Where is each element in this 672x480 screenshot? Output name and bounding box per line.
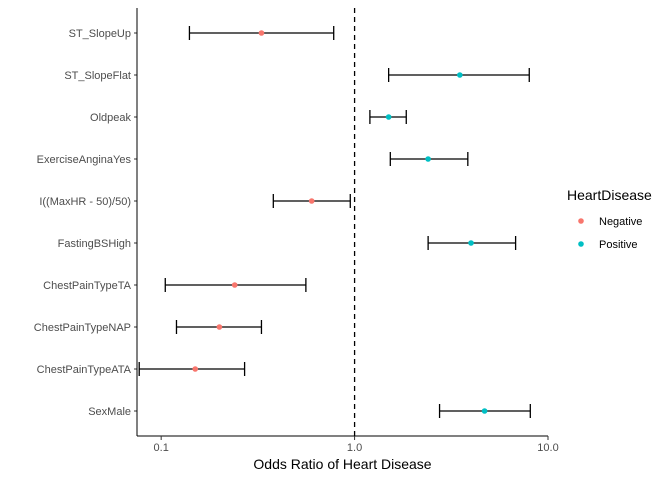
- y-tick-label: ExerciseAnginaYes: [37, 154, 132, 166]
- legend-key: [578, 241, 584, 247]
- x-tick-label: 1.0: [347, 442, 362, 454]
- legend-label: Positive: [599, 239, 638, 251]
- y-tick-label: SexMale: [88, 406, 131, 418]
- y-tick-label: Oldpeak: [90, 112, 131, 124]
- point-estimate: [457, 72, 463, 78]
- y-tick-label: ChestPainTypeTA: [43, 280, 132, 292]
- point-estimate: [216, 324, 223, 330]
- legend-label: Negative: [599, 216, 642, 228]
- x-tick-label: 0.1: [154, 442, 169, 454]
- row-fastingbshigh: FastingBSHigh: [58, 236, 517, 250]
- y-tick-label: FastingBSHigh: [58, 238, 131, 250]
- row-st-slopeup: ST_SlopeUp: [69, 26, 335, 40]
- row-chestpaintypeta: ChestPainTypeTA: [43, 278, 307, 292]
- y-tick-label: ST_SlopeUp: [69, 28, 131, 40]
- row-chestpaintypeata: ChestPainTypeATA: [37, 362, 246, 376]
- point-estimate: [468, 240, 474, 246]
- point-estimate: [385, 114, 392, 120]
- x-tick-label: 10.0: [537, 442, 558, 454]
- legend-title: HeartDisease: [567, 187, 652, 203]
- y-tick-label: I((MaxHR - 50)/50): [39, 196, 131, 208]
- row-oldpeak: Oldpeak: [90, 110, 407, 124]
- legend-entries: Negative Positive: [578, 216, 642, 251]
- x-axis-ticks: 0.1 1.0 10.0: [154, 436, 559, 454]
- row-sexmale: SexMale: [88, 404, 531, 418]
- point-estimate: [231, 282, 238, 288]
- row-exerciseanginayes: ExerciseAnginaYes: [37, 152, 469, 166]
- rows-layer: ST_SlopeUp ST_SlopeFlat Oldpeak ExerciseAng…: [34, 26, 531, 418]
- point-estimate: [192, 366, 199, 372]
- point-estimate: [308, 198, 315, 204]
- legend-item-positive: Positive: [578, 239, 638, 251]
- point-estimate: [425, 156, 431, 162]
- row-chestpaintypenap: ChestPainTypeNAP: [34, 320, 263, 334]
- legend-item-negative: Negative: [578, 216, 642, 228]
- row-st-slopeflat: ST_SlopeFlat: [64, 68, 530, 82]
- legend: HeartDisease Negative Positive: [567, 187, 652, 251]
- x-axis-title: Odds Ratio of Heart Disease: [253, 456, 431, 472]
- y-tick-label: ChestPainTypeNAP: [34, 322, 131, 334]
- legend-key: [578, 218, 584, 224]
- row-i-maxhr-50-50: I((MaxHR - 50)/50): [39, 194, 351, 208]
- y-tick-label: ST_SlopeFlat: [64, 70, 131, 82]
- y-tick-label: ChestPainTypeATA: [37, 364, 132, 376]
- point-estimate: [481, 408, 488, 414]
- point-estimate: [258, 30, 265, 36]
